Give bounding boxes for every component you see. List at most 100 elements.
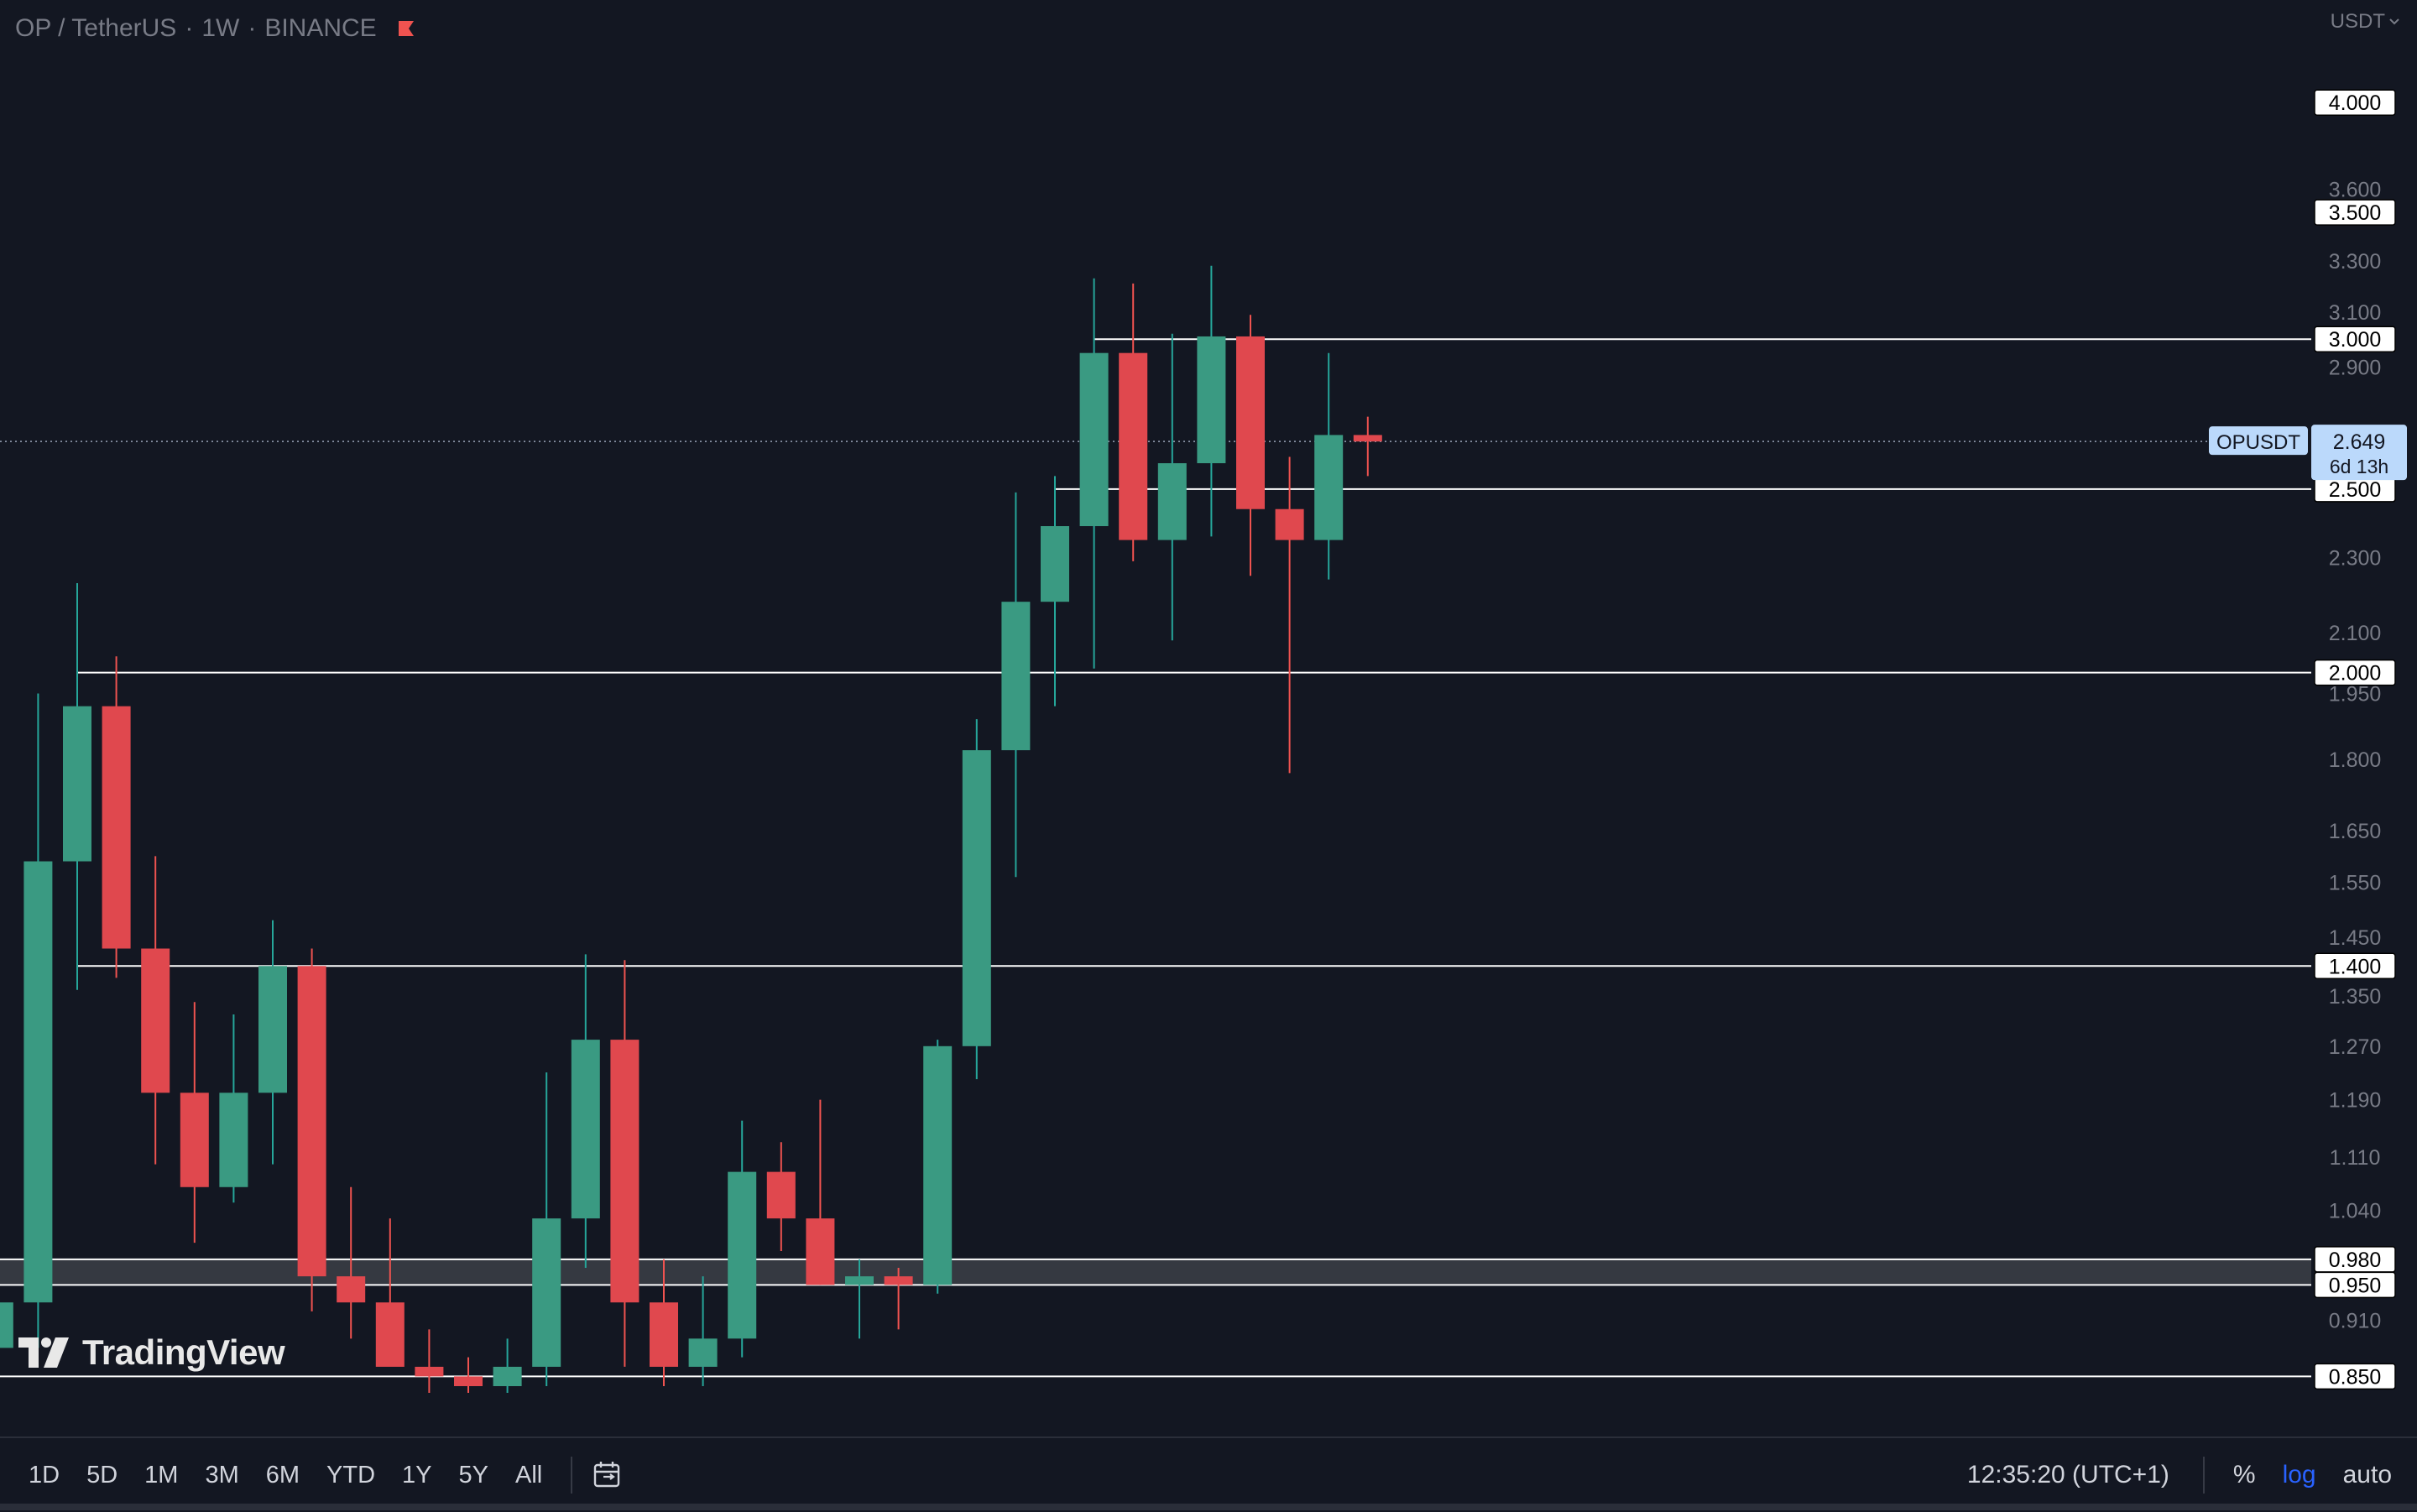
candle-body[interactable]: [297, 966, 326, 1277]
candle-body[interactable]: [415, 1366, 444, 1377]
candle-body[interactable]: [728, 1171, 757, 1339]
level-price-badge[interactable]: [2314, 1271, 2396, 1299]
symbol-legend[interactable]: OP / TetherUS · 1W · BINANCE: [15, 12, 415, 45]
candle-body[interactable]: [610, 1040, 639, 1303]
candle-body[interactable]: [806, 1218, 835, 1285]
candle-body[interactable]: [258, 966, 287, 1093]
level-price-badge-label: 1.400: [2329, 955, 2382, 978]
tradingview-watermark[interactable]: TradingView: [18, 1332, 285, 1373]
range-button-3m[interactable]: 3M: [205, 1461, 239, 1489]
level-price-badge-label: 0.950: [2329, 1274, 2382, 1297]
candle-body[interactable]: [219, 1092, 248, 1187]
level-price-badge-label: 0.980: [2329, 1249, 2382, 1272]
candle-body[interactable]: [0, 1302, 13, 1348]
level-price-badge-label: 3.500: [2329, 201, 2382, 225]
candle-body[interactable]: [1314, 435, 1344, 540]
level-price-badge[interactable]: [2314, 89, 2396, 116]
candle-body[interactable]: [532, 1218, 561, 1367]
candle-body[interactable]: [180, 1092, 209, 1187]
price-axis-tick-label: 1.550: [2329, 872, 2382, 895]
interval-label[interactable]: 1W: [201, 14, 240, 42]
candle-body[interactable]: [375, 1302, 405, 1367]
currency-label: USDT: [2330, 10, 2385, 33]
range-button-1d[interactable]: 1D: [29, 1461, 60, 1489]
candle-body[interactable]: [766, 1171, 796, 1219]
exchange-label: BINANCE: [264, 14, 377, 42]
candle-body[interactable]: [1001, 602, 1031, 751]
candle-body[interactable]: [688, 1338, 718, 1367]
candlestick-chart[interactable]: 3.600 3.300 3.100 2.900 2.300 2.100 1.950 1.800…: [0, 0, 2417, 1393]
range-button-all[interactable]: All: [515, 1461, 543, 1489]
candle-body[interactable]: [23, 861, 53, 1303]
candle-body[interactable]: [571, 1040, 600, 1219]
candle-body[interactable]: [102, 706, 131, 949]
legend-separator: ·: [185, 14, 194, 42]
tradingview-logo-icon: [18, 1337, 69, 1368]
candle-body[interactable]: [141, 948, 170, 1093]
level-price-badge-label: 0.850: [2329, 1365, 2382, 1389]
calendar-range-icon[interactable]: [593, 1461, 623, 1489]
bottom-strip: [0, 1504, 2417, 1510]
candle-body[interactable]: [884, 1276, 913, 1285]
candle-body[interactable]: [1236, 336, 1265, 509]
level-price-badge-label: 2.000: [2329, 662, 2382, 686]
price-axis-tick-label: 1.270: [2329, 1035, 2382, 1059]
range-button-5y[interactable]: 5Y: [458, 1461, 489, 1489]
log-scale-toggle[interactable]: log: [2282, 1461, 2316, 1489]
candle-body[interactable]: [454, 1376, 483, 1386]
candle-body[interactable]: [1275, 508, 1304, 540]
candle-body[interactable]: [1041, 526, 1069, 602]
price-axis-tick-label: 1.650: [2329, 820, 2382, 843]
level-price-badge[interactable]: [2314, 326, 2396, 352]
price-axis-tick-label: 0.910: [2329, 1310, 2382, 1333]
currency-selector[interactable]: USDT: [2331, 10, 2400, 34]
candle-body[interactable]: [493, 1366, 522, 1386]
range-button-1m[interactable]: 1M: [144, 1461, 179, 1489]
range-button-1y[interactable]: 1Y: [402, 1461, 432, 1489]
candle-body[interactable]: [650, 1302, 678, 1367]
percent-scale-toggle[interactable]: %: [2232, 1461, 2256, 1489]
range-buttons: 1D 5D 1M 3M 6M YTD 1Y 5Y All: [0, 1462, 556, 1489]
bottom-toolbar: 1D 5D 1M 3M 6M YTD 1Y 5Y All 12:35:20 (UTC+1) % …: [0, 1436, 2417, 1512]
current-price-badge[interactable]: [2311, 425, 2407, 481]
candle-body[interactable]: [337, 1276, 366, 1303]
bar-countdown-label: 6d 13h: [2330, 456, 2388, 477]
auto-scale-toggle[interactable]: auto: [2342, 1461, 2392, 1489]
range-button-5d[interactable]: 5D: [86, 1461, 118, 1489]
level-price-badge[interactable]: [2314, 952, 2396, 980]
level-price-badge[interactable]: [2314, 1363, 2396, 1390]
level-price-badge[interactable]: [2314, 199, 2396, 226]
level-price-badge-label: 3.000: [2329, 328, 2382, 352]
current-price-label: 2.649: [2333, 430, 2386, 454]
price-axis-tick-label: 3.600: [2329, 178, 2382, 201]
candle-body[interactable]: [1157, 463, 1187, 540]
level-price-badge-label: 4.000: [2329, 91, 2382, 115]
candle-body[interactable]: [1119, 352, 1148, 540]
price-axis-tick-label: 2.900: [2329, 356, 2382, 379]
symbol-price-tag[interactable]: [2209, 426, 2308, 456]
price-axis-tick-label: 1.450: [2329, 926, 2382, 950]
range-button-ytd[interactable]: YTD: [326, 1461, 376, 1489]
candle-body[interactable]: [1079, 352, 1109, 527]
symbol-name[interactable]: OP / TetherUS: [15, 14, 177, 42]
clock-timezone-button[interactable]: 12:35:20 (UTC+1): [1966, 1461, 2169, 1489]
price-axis-tick-label: 1.800: [2329, 748, 2382, 772]
price-axis-tick-label: 1.350: [2329, 985, 2382, 1009]
support-zone-rect[interactable]: [0, 1259, 2311, 1285]
candle-body[interactable]: [63, 706, 91, 862]
symbol-price-tag-label: OPUSDT: [2216, 431, 2300, 454]
candle-body[interactable]: [923, 1045, 953, 1285]
price-axis-tick-label: 1.110: [2330, 1146, 2381, 1170]
price-axis-tick-label: 2.300: [2329, 547, 2382, 571]
price-axis-tick-label: 1.950: [2329, 682, 2382, 706]
chart-area[interactable]: 3.600 3.300 3.100 2.900 2.300 2.100 1.950 1.800…: [0, 0, 2417, 1393]
candle-body[interactable]: [845, 1276, 874, 1285]
range-button-6m[interactable]: 6M: [265, 1461, 300, 1489]
price-axis-tick-label: 3.100: [2329, 301, 2382, 325]
flag-icon[interactable]: [397, 19, 415, 38]
level-price-badge[interactable]: [2314, 659, 2396, 686]
candle-body[interactable]: [1353, 435, 1382, 442]
watermark-text: TradingView: [82, 1332, 285, 1372]
candle-body[interactable]: [1197, 336, 1226, 464]
candle-body[interactable]: [962, 750, 991, 1046]
